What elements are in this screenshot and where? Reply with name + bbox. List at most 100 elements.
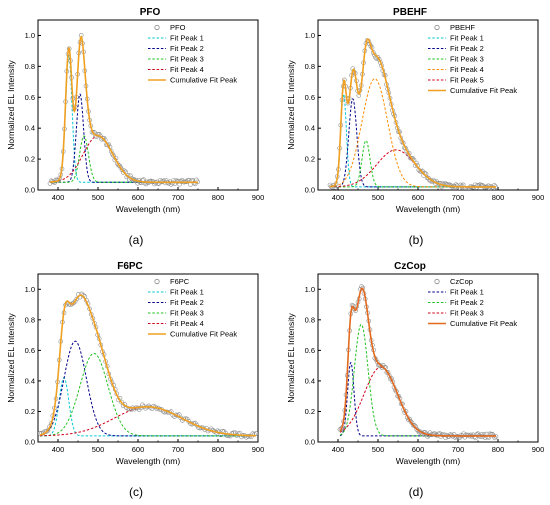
x-tick-label: 600	[132, 193, 145, 202]
x-axis-label: Wavelength (nm)	[116, 204, 181, 214]
legend-label: F6PC	[170, 277, 190, 286]
legend-marker	[154, 278, 160, 285]
panel-c-label: (c)	[129, 485, 143, 499]
y-tick-label: 0.0	[25, 186, 35, 195]
x-tick-label: 500	[372, 445, 385, 454]
data-point	[374, 359, 380, 365]
legend-label: CzCop	[450, 277, 473, 286]
legend-label: Fit Peak 1	[450, 288, 484, 297]
legend-label: PFO	[170, 23, 186, 32]
panel-d: CzCop 400 500 600 700 800 900 0.0 0.2 0.4 0.6 0.8 1…	[286, 261, 544, 499]
x-tick-label: 400	[52, 193, 65, 202]
data-point	[146, 403, 152, 409]
legend-label: Cumulative Fit Peak	[170, 330, 237, 339]
cumulative-fit-line	[339, 287, 496, 437]
fit-peak-line	[339, 323, 496, 437]
plot-d: 400 500 600 700 800 900 0.0 0.2 0.4 0.6 0.8 1.0 Wave…	[286, 273, 544, 466]
x-tick-label: 800	[212, 193, 225, 202]
data-point	[414, 427, 420, 432]
x-axis-label: Wavelength (nm)	[396, 456, 461, 466]
data-point	[376, 57, 382, 62]
x-tick-label: 900	[252, 445, 265, 454]
legend-label: Fit Peak 3	[450, 309, 484, 318]
panel-a-title: PFO	[140, 7, 161, 18]
legend-marker	[434, 278, 440, 285]
plot-c: 400 500 600 700 800 900 0.0 0.2 0.4 0.6 0.8 1.0 Wave…	[6, 273, 265, 466]
legend-label: Fit Peak 1	[170, 288, 204, 297]
data-point	[408, 419, 414, 424]
legend-marker	[434, 24, 440, 31]
plot-area	[337, 284, 499, 441]
y-tick-label: 0.0	[305, 186, 315, 195]
fit-peak-line	[329, 78, 496, 188]
y-tick-label: 1.0	[305, 285, 315, 294]
data-point	[52, 180, 58, 185]
legend-label: Fit Peak 1	[450, 34, 484, 43]
x-tick-label: 400	[332, 193, 345, 202]
y-tick-label: 0.6	[25, 346, 35, 355]
y-tick-label: 0.2	[25, 155, 35, 164]
legend-label: Fit Peak 2	[450, 298, 484, 307]
panel-d-title: CzCop	[394, 261, 426, 272]
data-point	[403, 145, 408, 151]
legend-marker	[154, 24, 160, 31]
x-tick-label: 800	[212, 445, 225, 454]
x-tick-label: 600	[412, 193, 425, 202]
panel-b-label: (b)	[409, 233, 424, 247]
y-tick-label: 0.6	[25, 93, 35, 102]
data-point	[468, 432, 474, 438]
legend-label: Cumulative Fit Peak	[450, 319, 517, 328]
plot-area	[38, 291, 258, 440]
y-tick-label: 0.8	[305, 315, 315, 324]
legend-label: Fit Peak 3	[170, 55, 204, 64]
y-tick-label: 0.2	[25, 407, 35, 416]
y-axis-label: Normalized EL Intensity	[286, 313, 296, 403]
y-tick-label: 0.8	[25, 315, 35, 324]
legend-label: Cumulative Fit Peak	[450, 86, 517, 95]
panel-c-title: F6PC	[117, 261, 143, 272]
fit-peak-line	[50, 93, 198, 183]
cumulative-fit-line	[49, 35, 198, 184]
panel-b-title: PBEHF	[393, 7, 427, 18]
legend-label: Fit Peak 2	[170, 44, 204, 53]
data-point	[442, 432, 447, 438]
y-tick-label: 0.2	[305, 407, 315, 416]
cumulative-fit-line	[39, 294, 256, 437]
x-tick-label: 500	[372, 193, 385, 202]
fit-peak-line	[39, 340, 256, 437]
y-tick-label: 0.2	[305, 155, 315, 164]
y-tick-label: 1.0	[25, 31, 35, 40]
x-tick-label: 900	[252, 193, 265, 202]
data-point	[166, 181, 172, 186]
data-point	[119, 167, 125, 173]
legend-label: Fit Peak 3	[170, 309, 204, 318]
y-tick-label: 1.0	[305, 31, 315, 40]
panel-b: PBEHF 400 500 600 700 800 900 0.0 0.2 0.4 0.6 0.8 1…	[286, 7, 544, 247]
y-tick-label: 0.4	[25, 376, 35, 385]
y-axis-label: Normalized EL Intensity	[6, 313, 16, 403]
plot-area	[47, 33, 200, 187]
plot-frame	[37, 19, 259, 191]
legend-label: Fit Peak 5	[450, 76, 484, 85]
x-tick-label: 400	[332, 445, 345, 454]
y-axis-label: Normalized EL Intensity	[6, 60, 16, 150]
y-tick-label: 0.0	[25, 438, 35, 447]
panel-a-label: (a)	[129, 233, 144, 247]
x-tick-label: 500	[92, 445, 105, 454]
data-point	[156, 181, 162, 186]
data-point	[178, 179, 184, 184]
legend-label: Fit Peak 4	[450, 65, 484, 74]
plot-frame	[317, 273, 539, 443]
fit-peak-line	[339, 366, 496, 437]
legend-label: Fit Peak 4	[170, 65, 204, 74]
plot-area	[327, 38, 498, 190]
y-axis-label: Normalized EL Intensity	[286, 60, 296, 150]
y-tick-label: 0.6	[305, 346, 315, 355]
data-point	[38, 431, 43, 436]
data-point	[472, 434, 477, 440]
y-tick-label: 1.0	[25, 285, 35, 294]
